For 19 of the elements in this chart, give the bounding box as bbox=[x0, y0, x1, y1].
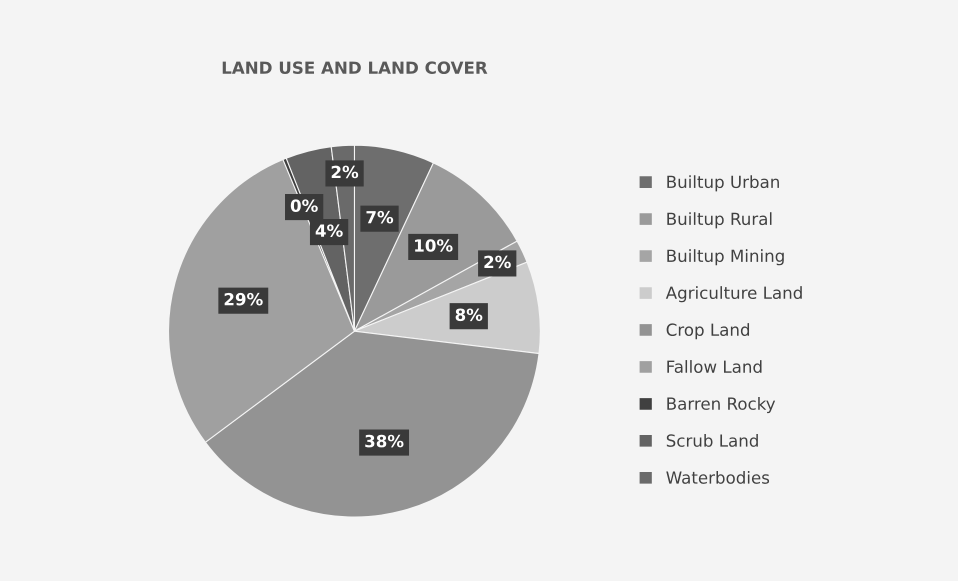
data-label: 4% bbox=[316, 224, 343, 237]
data-label: 29% bbox=[224, 292, 263, 306]
legend-label: Agriculture Land bbox=[666, 286, 802, 302]
data-label: 2% bbox=[332, 166, 358, 178]
legend-label: Crop Land bbox=[666, 323, 750, 340]
chart-title: LAND USE AND LAND COVER bbox=[222, 61, 488, 74]
data-label: 38% bbox=[365, 434, 404, 448]
legend-label: Builtup Urban bbox=[667, 175, 779, 192]
data-label: 2% bbox=[484, 256, 511, 268]
data-label: 8% bbox=[456, 308, 482, 322]
legend-label: Scrub Land bbox=[666, 434, 758, 447]
data-label: 0% bbox=[290, 199, 318, 212]
legend-label: Barren Rocky bbox=[667, 397, 776, 414]
legend-label: Builtup Mining bbox=[667, 249, 784, 266]
legend-label: Builtup Rural bbox=[667, 212, 772, 228]
legend-label: Waterbodies bbox=[666, 470, 770, 484]
legend-label: Fallow Land bbox=[667, 360, 762, 373]
data-label: 10% bbox=[415, 239, 453, 252]
data-label: 7% bbox=[366, 210, 394, 224]
